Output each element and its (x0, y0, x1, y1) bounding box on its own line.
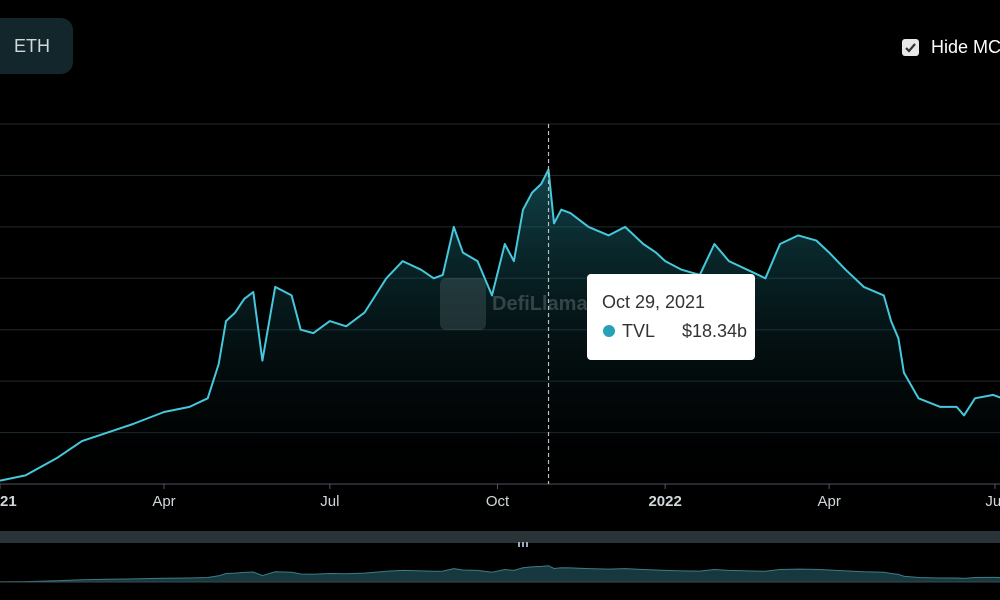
data-point-53 (797, 234, 799, 237)
data-point-46 (680, 269, 683, 271)
data-point-24 (420, 269, 422, 271)
data-point-49 (728, 260, 730, 262)
data-point-66 (974, 397, 976, 399)
data-point-55 (828, 251, 830, 254)
data-point-20 (345, 325, 347, 327)
data-point-32 (513, 260, 515, 262)
x-tick-label-1: Apr (152, 493, 175, 510)
data-point-39 (569, 212, 571, 214)
data-point-17 (300, 329, 302, 331)
data-point-43 (642, 243, 644, 245)
x-tick-label-5: Apr (817, 493, 840, 510)
x-tick-label-4: 2022 (648, 493, 681, 510)
tvl-area (0, 169, 1000, 484)
data-point-33 (522, 209, 524, 211)
x-tick-label-0: 2021 (0, 493, 17, 510)
check-icon (905, 42, 916, 53)
data-point-14 (261, 359, 264, 362)
data-point-28 (462, 251, 464, 254)
brush-area (0, 565, 1000, 582)
data-point-57 (863, 286, 865, 288)
data-point-0 (0, 479, 1, 482)
data-point-48 (713, 243, 715, 245)
defillama-logo-icon (440, 278, 486, 330)
data-point-9 (218, 363, 220, 365)
data-point-29 (476, 260, 479, 262)
data-point-22 (385, 277, 387, 279)
data-point-15 (274, 286, 276, 288)
data-point-45 (664, 260, 666, 262)
tooltip-value: $18.34b (682, 321, 748, 341)
data-point-10 (225, 320, 227, 322)
data-point-37 (553, 222, 555, 225)
data-point-31 (504, 243, 506, 245)
data-point-23 (402, 260, 404, 262)
data-point-56 (844, 269, 847, 271)
data-point-5 (132, 423, 134, 425)
tooltip-date: Oct 29, 2021 (602, 292, 706, 312)
brush-line (0, 565, 1000, 583)
x-tick-label-2: Jul (320, 493, 339, 510)
data-point-61 (903, 371, 905, 374)
data-point-27 (453, 226, 455, 228)
data-point-60 (897, 337, 900, 339)
data-point-19 (329, 320, 331, 322)
data-point-58 (883, 294, 885, 297)
tooltip-series-name: TVL (622, 321, 656, 341)
data-point-54 (815, 239, 818, 242)
chain-button-label: ETH (14, 36, 50, 56)
data-point-3 (81, 440, 83, 442)
data-point-59 (890, 320, 892, 322)
data-point-51 (764, 277, 766, 279)
data-point-65 (963, 414, 965, 417)
chart-tooltip: Oct 29, 2021 TVL $18.34b (587, 274, 755, 360)
tooltip-series-dot (603, 325, 615, 337)
data-point-16 (290, 294, 293, 297)
data-point-34 (531, 191, 533, 194)
data-point-25 (433, 277, 435, 279)
data-point-21 (363, 311, 366, 314)
data-point-6 (163, 411, 165, 413)
data-point-62 (917, 397, 920, 399)
data-point-1 (24, 474, 27, 477)
data-point-8 (207, 397, 209, 399)
x-tick-label-3: Oct (486, 493, 510, 510)
watermark: DefiLlama (440, 278, 588, 330)
brush-bar (0, 531, 1000, 543)
data-point-41 (608, 234, 610, 237)
checkbox[interactable] (902, 38, 919, 56)
data-point-4 (106, 431, 109, 434)
hide-mc-toggle[interactable]: Hide MC (902, 36, 1000, 58)
brush-handle[interactable] (518, 534, 538, 547)
data-point-35 (540, 183, 542, 185)
data-point-40 (588, 226, 590, 228)
data-point-11 (234, 311, 236, 314)
data-point-7 (188, 406, 191, 408)
data-point-13 (252, 291, 254, 293)
x-tick-label-6: Jul (985, 493, 1000, 510)
data-point-63 (939, 406, 941, 408)
hide-mc-label: Hide MC (931, 36, 1000, 57)
data-point-50 (746, 269, 748, 271)
data-point-44 (655, 251, 657, 254)
data-point-52 (779, 243, 781, 245)
data-point-12 (243, 298, 245, 300)
data-point-30 (491, 294, 493, 297)
data-point-26 (442, 274, 444, 276)
data-point-67 (992, 394, 994, 396)
data-point-64 (956, 406, 958, 408)
data-point-2 (55, 457, 58, 459)
chain-button[interactable]: ETH (0, 18, 73, 74)
data-point-42 (624, 226, 626, 228)
data-point-18 (312, 332, 315, 334)
watermark-text: DefiLlama (492, 292, 588, 315)
data-point-38 (560, 209, 562, 211)
